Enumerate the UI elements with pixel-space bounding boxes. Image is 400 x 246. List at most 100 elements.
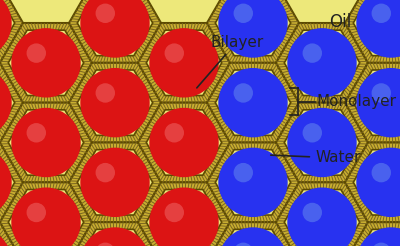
Circle shape — [363, 154, 400, 210]
Circle shape — [98, 245, 129, 246]
Circle shape — [26, 43, 64, 81]
Circle shape — [180, 218, 183, 221]
Circle shape — [40, 57, 47, 64]
Circle shape — [366, 77, 400, 126]
Circle shape — [18, 194, 73, 246]
Circle shape — [84, 231, 146, 246]
Circle shape — [80, 0, 150, 58]
Circle shape — [0, 0, 6, 52]
Circle shape — [101, 89, 125, 113]
Circle shape — [385, 17, 392, 24]
Circle shape — [82, 70, 148, 136]
Circle shape — [246, 95, 256, 106]
Polygon shape — [8, 110, 84, 175]
Circle shape — [295, 116, 347, 168]
Circle shape — [236, 165, 267, 197]
Circle shape — [239, 9, 263, 33]
Circle shape — [376, 7, 400, 35]
Polygon shape — [0, 150, 15, 215]
Circle shape — [377, 9, 400, 33]
Circle shape — [108, 15, 118, 26]
Polygon shape — [69, 0, 161, 63]
Circle shape — [230, 79, 274, 124]
Circle shape — [16, 33, 75, 92]
Circle shape — [95, 242, 133, 246]
Polygon shape — [77, 229, 153, 246]
Circle shape — [149, 108, 219, 177]
Polygon shape — [77, 150, 153, 215]
Circle shape — [40, 216, 47, 223]
Circle shape — [310, 210, 330, 231]
Circle shape — [234, 4, 269, 39]
Circle shape — [178, 57, 185, 64]
Circle shape — [167, 125, 198, 157]
Circle shape — [22, 39, 68, 84]
Circle shape — [234, 243, 269, 246]
Circle shape — [382, 173, 396, 187]
Circle shape — [37, 213, 51, 227]
Circle shape — [35, 211, 52, 229]
Circle shape — [287, 28, 357, 98]
Circle shape — [311, 211, 328, 229]
Circle shape — [294, 34, 349, 90]
Circle shape — [300, 41, 342, 83]
Circle shape — [311, 132, 328, 149]
Circle shape — [313, 54, 327, 68]
Circle shape — [302, 203, 322, 222]
Circle shape — [87, 154, 142, 210]
Circle shape — [305, 205, 336, 236]
Circle shape — [88, 235, 140, 246]
Circle shape — [165, 44, 200, 79]
Polygon shape — [215, 0, 291, 56]
Circle shape — [310, 130, 330, 151]
Polygon shape — [345, 222, 400, 246]
Circle shape — [220, 0, 286, 56]
Circle shape — [156, 34, 211, 90]
Circle shape — [30, 127, 58, 155]
Circle shape — [160, 199, 206, 244]
Circle shape — [106, 93, 120, 108]
Circle shape — [180, 59, 183, 62]
Circle shape — [96, 84, 131, 119]
Circle shape — [92, 159, 136, 204]
Circle shape — [160, 39, 206, 84]
Circle shape — [164, 43, 184, 63]
Circle shape — [382, 93, 396, 108]
Circle shape — [80, 68, 150, 137]
Circle shape — [26, 43, 46, 63]
Polygon shape — [345, 63, 400, 142]
Circle shape — [310, 50, 330, 71]
Circle shape — [42, 218, 45, 221]
Polygon shape — [207, 0, 299, 63]
Circle shape — [387, 19, 390, 22]
Circle shape — [152, 31, 215, 94]
Circle shape — [228, 157, 276, 206]
Circle shape — [225, 234, 280, 246]
Circle shape — [241, 170, 262, 191]
Circle shape — [84, 71, 146, 134]
Circle shape — [292, 113, 351, 172]
Circle shape — [318, 138, 321, 142]
Circle shape — [27, 203, 62, 238]
Circle shape — [228, 77, 276, 126]
Circle shape — [305, 46, 336, 77]
Circle shape — [176, 215, 187, 225]
Polygon shape — [138, 182, 230, 246]
Circle shape — [226, 76, 278, 128]
Circle shape — [369, 160, 400, 202]
Circle shape — [0, 71, 8, 134]
Circle shape — [369, 240, 400, 246]
Circle shape — [149, 187, 219, 246]
Circle shape — [380, 12, 398, 30]
Circle shape — [371, 242, 400, 246]
Circle shape — [239, 89, 263, 113]
Circle shape — [297, 197, 346, 246]
Circle shape — [308, 49, 332, 73]
Circle shape — [168, 47, 196, 75]
Circle shape — [156, 114, 211, 170]
Circle shape — [313, 133, 327, 147]
Circle shape — [40, 137, 47, 143]
Circle shape — [165, 124, 200, 158]
Circle shape — [303, 203, 338, 238]
Circle shape — [236, 6, 267, 37]
